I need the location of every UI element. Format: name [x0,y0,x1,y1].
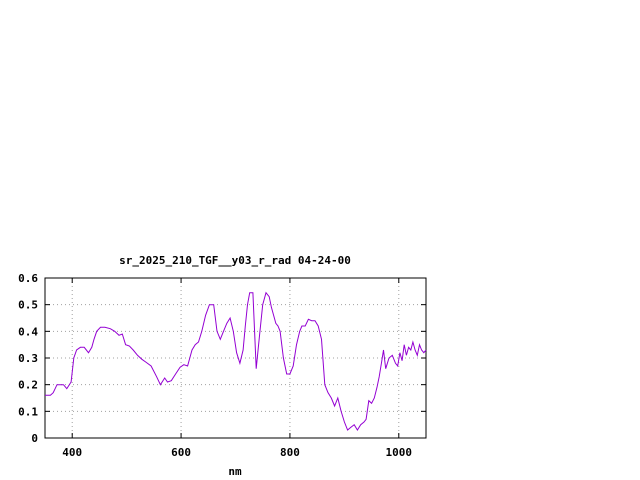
y-tick-label: 0.6 [18,272,38,285]
y-tick-label: 0.4 [18,325,38,338]
x-tick-label: 400 [62,446,82,459]
plot-frame [44,277,427,439]
x-axis-label: nm [228,465,242,478]
series-group [45,291,427,431]
x-tick-labels: 400 600 800 1000 [62,446,412,459]
x-tick-label: 800 [280,446,300,459]
y-tick-label: 0 [31,432,38,445]
x-tick-label: 600 [171,446,191,459]
y-tick-label: 0.5 [18,299,38,312]
y-tick-label: 0.2 [18,379,38,392]
axis-ticks [45,277,426,439]
y-tick-label: 0.1 [18,405,38,418]
y-tick-label: 0.3 [18,352,38,365]
y-tick-labels: 0 0.1 0.2 0.3 0.4 0.5 0.6 [18,272,38,445]
chart-title: sr_2025_210_TGF__y03_r_rad 04-24-00 [119,254,351,267]
series-line [45,291,427,431]
grid [45,278,426,438]
x-tick-label: 1000 [386,446,413,459]
